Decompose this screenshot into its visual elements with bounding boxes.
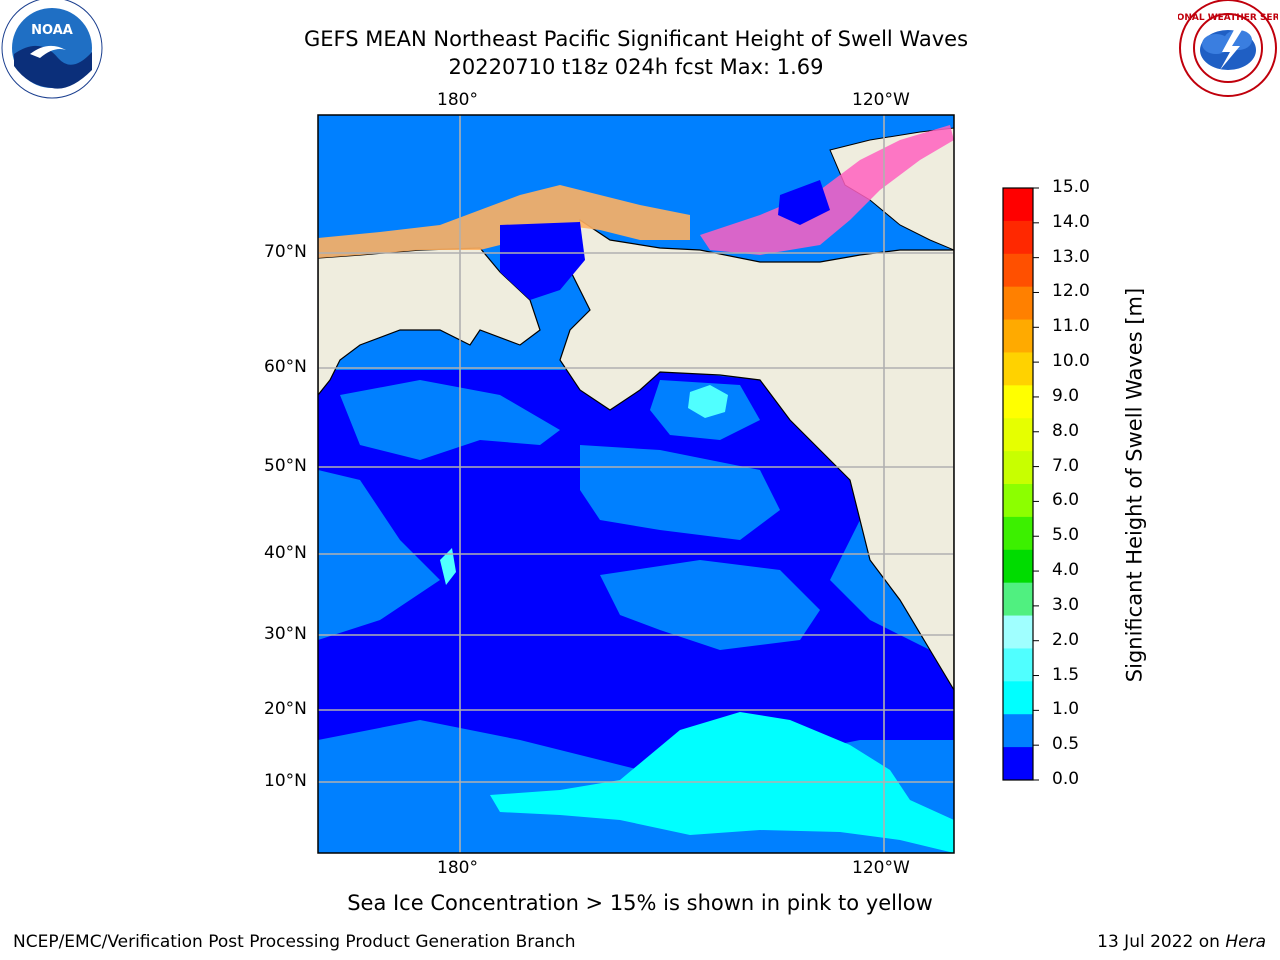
colorbar-tick-label: 1.5: [1052, 664, 1080, 685]
bottom-lon-label-120w: 120°W: [852, 858, 910, 878]
colorbar: [1003, 187, 1039, 781]
colorbar-bin: [1003, 615, 1033, 649]
map-subtitle: 20220710 t18z 024h fcst Max: 1.69: [448, 55, 824, 79]
lat-label-20n: 20°N: [264, 699, 307, 719]
noaa-logo-text: NOAA: [31, 23, 73, 38]
colorbar-title: Significant Height of Swell Waves [m]: [1122, 287, 1147, 683]
lat-label-10n: 10°N: [264, 771, 307, 791]
colorbar-bin: [1003, 484, 1033, 518]
graticule: [318, 115, 954, 853]
footer-producer: NCEP/EMC/Verification Post Processing Pr…: [13, 932, 576, 952]
colorbar-frame: [1002, 187, 1034, 781]
colorbar-tick-label: 15.0: [1052, 177, 1090, 197]
colorbar-tick-label: 0.0: [1052, 769, 1080, 789]
nws-logo: NATIONAL WEATHER SERVICE: [1178, 0, 1278, 97]
footer-date-text: 13 Jul 2022 on: [1097, 932, 1226, 952]
swell-mid-patch-north: [340, 380, 560, 460]
colorbar-bin: [1003, 220, 1033, 255]
sea-ice-caption: Sea Ice Concentration > 15% is shown in …: [347, 891, 933, 915]
lat-label-60n: 60°N: [264, 357, 307, 377]
colorbar-tick-label: 12.0: [1052, 281, 1090, 302]
colorbar-tick-label: 5.0: [1052, 525, 1080, 546]
map-title: GEFS MEAN Northeast Pacific Significant …: [303, 27, 969, 51]
colorbar-tick-label: 13.0: [1052, 246, 1090, 267]
swell-mid-patch-central: [580, 445, 780, 540]
colorbar-bin: [1003, 648, 1033, 682]
colorbar-bin: [1003, 451, 1033, 485]
swell-mid-southern: [318, 470, 440, 640]
colorbar-tick-label: 11.0: [1052, 316, 1090, 337]
colorbar-bin: [1003, 681, 1033, 715]
swell-high-west: [440, 548, 456, 585]
colorbar-bin: [1003, 286, 1033, 321]
swell-low-west-middle: [318, 425, 720, 760]
colorbar-tick-label: 9.0: [1052, 385, 1080, 406]
colorbar-tick-label: 6.0: [1052, 490, 1080, 511]
lat-label-40n: 40°N: [264, 543, 307, 563]
lat-label-50n: 50°N: [264, 456, 307, 476]
swell-mid-east: [600, 560, 820, 650]
nws-logo-text: NATIONAL WEATHER SERVICE: [1178, 13, 1278, 23]
colorbar-bin: [1003, 516, 1033, 551]
colorbar-tick-label: 2.0: [1052, 629, 1080, 650]
colorbar-bin: [1003, 385, 1033, 419]
colorbar-bin: [1003, 582, 1033, 617]
top-lon-label-180: 180°: [437, 90, 478, 110]
map-frame: [317, 114, 955, 854]
sea-ice-chukchi: [318, 185, 690, 258]
colorbar-bin: [1003, 352, 1033, 386]
colorbar-bin: [1003, 747, 1033, 781]
colorbar-bin: [1003, 549, 1033, 584]
colorbar-bin: [1003, 253, 1033, 288]
colorbar-bin: [1003, 418, 1033, 452]
colorbar-tick-label: 4.0: [1052, 560, 1080, 581]
colorbar-bin: [1003, 188, 1033, 222]
colorbar-bin: [1003, 319, 1033, 353]
swell-high-alaska: [688, 385, 728, 418]
colorbar-tick-label: 3.0: [1052, 594, 1080, 615]
top-lon-label-120w: 120°W: [852, 90, 910, 110]
noaa-logo: NOAA: [1, 0, 103, 99]
land-alaska: [559, 219, 954, 692]
colorbar-tick-label: 1.0: [1052, 699, 1080, 720]
footer-date: 13 Jul 2022 on Hera: [1097, 932, 1266, 952]
footer-host: Hera: [1225, 932, 1266, 952]
colorbar-tick-label: 14.0: [1052, 211, 1090, 232]
bottom-lon-label-180: 180°: [437, 858, 478, 878]
colorbar-tick-label: 0.5: [1052, 734, 1080, 755]
lat-label-70n: 70°N: [264, 242, 307, 262]
colorbar-tick-label: 7.0: [1052, 455, 1080, 476]
ice-free-water-beaufort: [778, 180, 830, 225]
lat-label-30n: 30°N: [264, 624, 307, 644]
ice-free-water-arctic: [500, 222, 585, 300]
colorbar-tick-label: 8.0: [1052, 420, 1080, 441]
colorbar-tick-label: 10.0: [1052, 351, 1090, 372]
sea-ice-beaufort: [700, 125, 954, 255]
colorbar-bin: [1003, 714, 1033, 748]
